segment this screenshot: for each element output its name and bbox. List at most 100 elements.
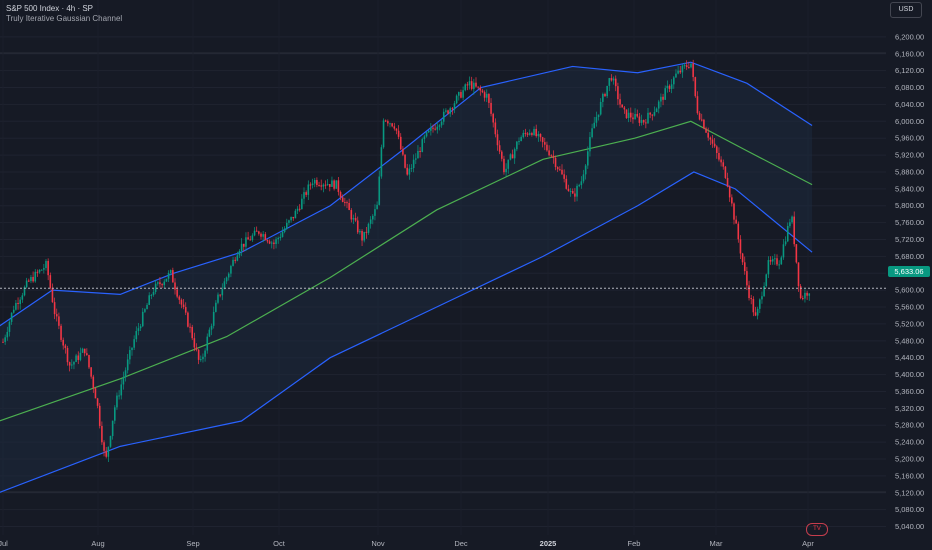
candle	[617, 82, 619, 106]
candle	[148, 292, 150, 306]
lower-band-line	[0, 171, 813, 493]
candle	[460, 89, 462, 99]
x-tick-label: Mar	[710, 539, 723, 548]
candle	[649, 111, 651, 119]
x-tick-label: Apr	[802, 539, 814, 548]
candle	[711, 134, 714, 148]
candle	[632, 112, 634, 124]
candle	[184, 302, 187, 316]
candle	[236, 251, 239, 262]
candle	[647, 108, 649, 124]
candle	[116, 392, 118, 410]
candle	[692, 59, 694, 82]
candle	[36, 269, 39, 277]
y-tick-label: 5,200.00	[895, 455, 924, 464]
candle	[627, 108, 630, 123]
candle	[47, 258, 49, 281]
candle	[565, 175, 568, 190]
candle	[664, 85, 666, 100]
candle	[776, 254, 778, 266]
candle	[40, 269, 43, 271]
candle	[582, 169, 585, 184]
candle	[587, 146, 589, 169]
candle	[756, 306, 759, 320]
candle	[574, 188, 576, 202]
candle	[243, 243, 245, 252]
candle	[791, 215, 793, 224]
x-tick-label: Feb	[628, 539, 641, 548]
candle	[393, 122, 396, 131]
candle	[8, 320, 11, 337]
y-tick-label: 5,960.00	[895, 134, 924, 143]
candle	[28, 278, 30, 283]
candle	[88, 354, 90, 370]
candle	[219, 294, 221, 298]
candle	[528, 129, 531, 136]
candle	[30, 274, 32, 284]
currency-button[interactable]: USD	[890, 2, 922, 18]
candle	[524, 128, 527, 137]
candle	[273, 239, 275, 250]
candle	[320, 179, 322, 191]
candle	[720, 156, 722, 167]
candle	[365, 226, 368, 239]
candle	[98, 403, 101, 429]
candle	[763, 282, 765, 297]
candle	[421, 137, 424, 153]
candle	[784, 236, 787, 247]
candle	[189, 323, 191, 333]
candle	[750, 294, 752, 305]
candle	[685, 60, 688, 70]
candle	[599, 98, 602, 116]
candle	[144, 308, 146, 314]
candle	[174, 278, 176, 295]
candle	[705, 126, 707, 134]
candle	[440, 119, 443, 128]
candle	[301, 194, 303, 210]
candle	[354, 212, 357, 222]
candle	[410, 164, 413, 172]
candle	[137, 322, 140, 336]
candle	[389, 122, 391, 128]
candle	[96, 397, 99, 409]
candle	[430, 122, 432, 136]
candle	[726, 172, 729, 188]
candle	[445, 108, 447, 114]
candle	[806, 290, 808, 300]
candle	[522, 130, 525, 139]
candle	[670, 79, 673, 94]
candle	[105, 447, 107, 459]
candle	[406, 163, 408, 176]
candle	[210, 323, 213, 336]
candle	[417, 145, 419, 159]
candle	[387, 119, 389, 127]
y-tick-label: 5,560.00	[895, 303, 924, 312]
candle	[438, 124, 441, 131]
candle	[795, 244, 798, 264]
candle	[688, 61, 690, 69]
candle	[554, 155, 557, 171]
candle	[780, 255, 783, 265]
candle	[146, 303, 148, 310]
tradingview-logo-icon[interactable]: TV	[806, 523, 828, 536]
candle	[731, 194, 733, 207]
candle	[804, 289, 806, 303]
candle	[494, 118, 497, 138]
candle	[516, 141, 518, 152]
candle	[399, 133, 402, 151]
candle	[636, 109, 639, 118]
candle	[496, 129, 499, 151]
candle	[479, 85, 482, 96]
candle	[103, 440, 105, 457]
y-tick-label: 5,800.00	[895, 201, 924, 210]
y-tick-label: 5,840.00	[895, 184, 924, 193]
y-tick-label: 5,120.00	[895, 488, 924, 497]
candle	[498, 140, 501, 155]
candle	[38, 269, 41, 274]
candle	[53, 297, 56, 320]
candle	[681, 64, 684, 78]
candle	[350, 208, 353, 223]
candle	[126, 353, 129, 374]
candle	[307, 180, 310, 201]
